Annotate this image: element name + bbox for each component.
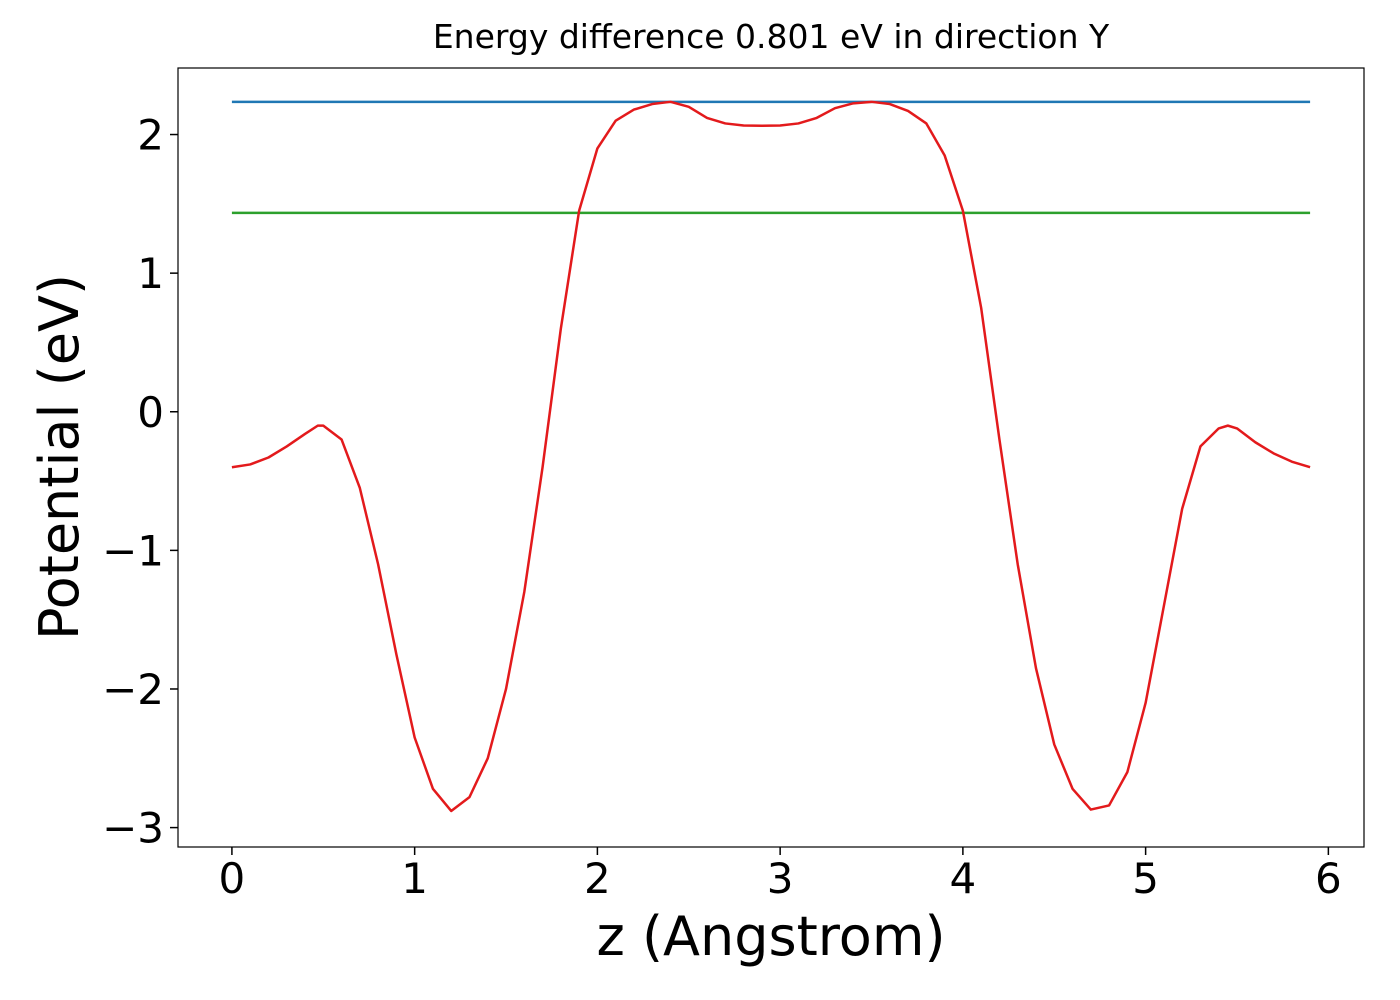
x-tick-label: 0	[219, 854, 246, 903]
line	[231, 100, 1311, 813]
x-tick-label: 6	[1315, 854, 1342, 903]
plot-frame	[177, 67, 1365, 848]
y-tick-label: 1	[137, 249, 164, 298]
x-tick-label: 4	[950, 854, 977, 903]
y-tick-label: 2	[137, 111, 164, 160]
x-axis-label: z (Angstrom)	[596, 905, 945, 968]
x-tick-label: 3	[767, 854, 794, 903]
y-tick-label: −2	[102, 665, 164, 714]
x-tick-label: 1	[401, 854, 428, 903]
y-tick-label: −1	[102, 526, 164, 575]
y-tick-label: 0	[137, 388, 164, 437]
x-tick-label: 2	[584, 854, 611, 903]
y-tick-label: −3	[102, 804, 164, 853]
x-tick-label: 5	[1132, 854, 1159, 903]
y-axis-label: Potential (eV)	[28, 274, 91, 640]
chart-title: Energy difference 0.801 eV in direction …	[433, 17, 1110, 56]
